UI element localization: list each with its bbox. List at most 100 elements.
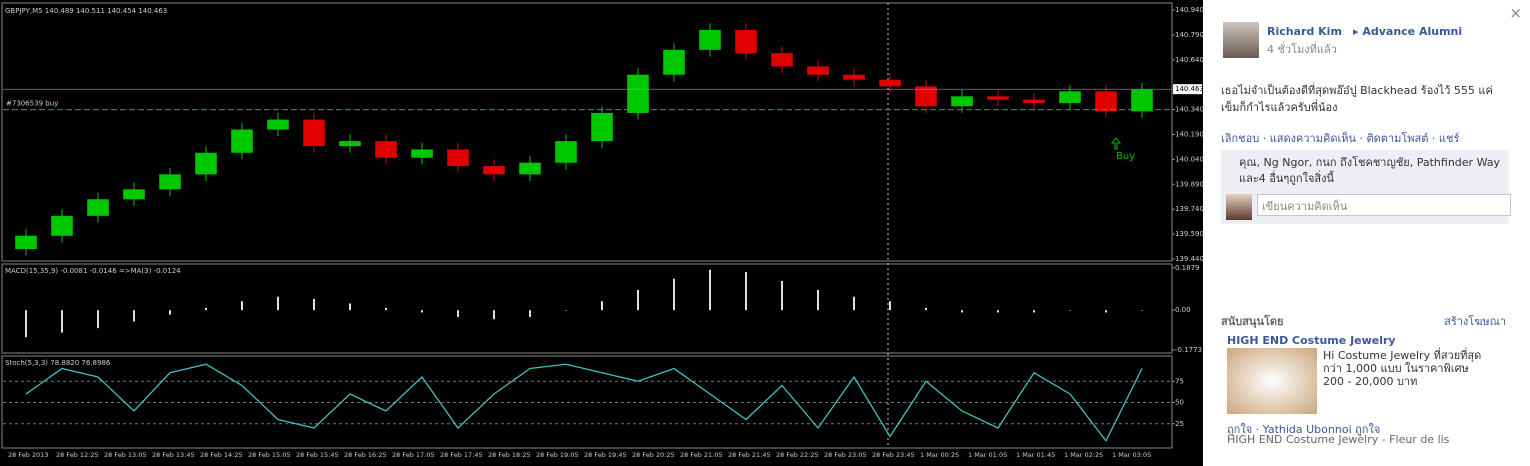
x-tick-label: 1 Mar 01:05 (968, 451, 1007, 459)
macd-bar (205, 307, 207, 311)
chart: GBPJPY,M5 140.489 140.511 140.454 140.46… (0, 0, 1203, 466)
macd-panel (1, 263, 1173, 354)
ad-title[interactable]: HIGH END Costume Jewelry (1227, 334, 1396, 347)
candle (771, 53, 793, 67)
candle (699, 29, 721, 50)
candle (159, 174, 181, 190)
current-price-label: 140.463 (1175, 85, 1203, 93)
candle (15, 235, 37, 250)
candle (555, 141, 577, 163)
candle (231, 129, 253, 153)
ad-like[interactable]: ถูกใจ · Yathida Ubonnoi ถูกใจ (1227, 423, 1381, 436)
comment-input[interactable]: เขียนความคิดเห็น (1257, 194, 1511, 216)
y-tick-label: 75 (1175, 377, 1184, 385)
x-tick-label: 28 Feb 23:05 (824, 451, 867, 459)
candle (411, 149, 433, 158)
stoch-header: Stoch(5,3,3) 78.8820 76.8986 (5, 359, 111, 367)
ad-page: HIGH END Costume Jewelry - Fleur de lis (1227, 433, 1450, 446)
macd-bar (673, 278, 675, 311)
close-button[interactable]: × (1509, 4, 1522, 22)
price-header: GBPJPY,M5 140.489 140.511 140.454 140.46… (5, 7, 167, 15)
x-tick-label: 1 Mar 02:25 (1064, 451, 1103, 459)
candle (843, 74, 865, 80)
y-tick-label: 139.740 (1175, 205, 1203, 213)
buy-arrow (1110, 137, 1122, 150)
y-tick-label: -0.1773 (1175, 346, 1202, 354)
x-tick-label: 1 Mar 03:05 (1112, 451, 1151, 459)
x-tick-label: 28 Feb 17:05 (392, 451, 435, 459)
macd-bar (169, 310, 171, 315)
actions[interactable]: เลิกชอบ · แสดงความคิดเห็น · ติดตามโพสต์ … (1221, 132, 1460, 145)
candle (519, 162, 541, 175)
group[interactable]: ▸ Advance Alumni (1353, 25, 1463, 38)
candle (375, 141, 397, 158)
candle (123, 189, 145, 200)
candle (915, 86, 937, 107)
candle (807, 66, 829, 75)
x-tick-label: 28 Feb 16:25 (344, 451, 387, 459)
candle (951, 96, 973, 107)
macd-bar (1105, 310, 1107, 313)
sponsored: สนับสนุนโดย (1221, 315, 1284, 328)
time: 4 ชั่วโมงที่แล้ว (1267, 43, 1337, 56)
macd-bar (925, 307, 927, 311)
x-tick-label: 28 Feb 14:25 (200, 451, 243, 459)
y-tick-label: 0.00 (1175, 306, 1191, 314)
macd-bar (25, 310, 27, 338)
macd-header: MACD(15,35,9) -0.0081 -0.0146 =>MA(3) -0… (5, 267, 181, 275)
arrow-label: Buy (1116, 151, 1135, 162)
macd-bar (313, 298, 315, 311)
macd-bar (781, 281, 783, 311)
x-tick-label: 28 Feb 23:45 (872, 451, 915, 459)
avatar (1223, 22, 1259, 58)
candle (627, 74, 649, 113)
x-tick-label: 28 Feb 21:05 (680, 451, 723, 459)
macd-bar (1033, 310, 1035, 313)
stoch-line (25, 363, 1143, 442)
x-tick-label: 1 Mar 00:25 (920, 451, 959, 459)
y-tick-label: 140.790 (1175, 31, 1203, 39)
candle (987, 96, 1009, 100)
y-tick-label: 140.640 (1175, 56, 1203, 64)
macd-bar (493, 310, 495, 320)
price-panel (1, 2, 1173, 262)
candle (87, 199, 109, 216)
macd-bar (889, 301, 891, 311)
post-text: เธอไม่จำเป็นต้องดีที่สุดพอ๊อ๋ปู Blackhea… (1221, 84, 1493, 114)
ad-text: Hi Costume Jewelry ที่สวยที่สุดกว่า 1,00… (1323, 349, 1482, 388)
x-tick-label: 28 Feb 15:05 (248, 451, 291, 459)
ad-image[interactable] (1227, 348, 1317, 414)
macd-bar (529, 310, 531, 317)
x-tick-label: 1 Mar 01:45 (1016, 451, 1055, 459)
my-avatar (1226, 194, 1252, 220)
macd-bar (457, 310, 459, 317)
macd-bar (1141, 310, 1143, 311)
candle (1023, 99, 1045, 103)
macd-bar (1069, 310, 1071, 311)
y-tick-label: 0.1879 (1175, 264, 1200, 272)
macd-bar (637, 289, 639, 311)
candle (1131, 89, 1153, 112)
macd-bar (385, 307, 387, 311)
author[interactable]: Richard Kim (1267, 25, 1342, 38)
macd-bar (709, 269, 711, 311)
create-ad[interactable]: สร้างโฆษณา (1444, 315, 1506, 328)
x-tick-label: 28 Feb 12:25 (56, 451, 99, 459)
candle (735, 29, 757, 54)
macd-bar (61, 310, 63, 333)
candle (1059, 91, 1081, 103)
x-tick-label: 28 Feb 2013 (8, 451, 48, 459)
x-tick-label: 28 Feb 15:45 (296, 451, 339, 459)
x-tick-label: 28 Feb 19:05 (536, 451, 579, 459)
candle (591, 112, 613, 142)
macd-bar (421, 310, 423, 313)
candle (663, 49, 685, 75)
macd-bar (565, 310, 567, 311)
candle (879, 79, 901, 87)
macd-bar (133, 310, 135, 322)
macd-bar (97, 310, 99, 329)
macd-bar (817, 289, 819, 311)
candle (195, 152, 217, 175)
y-tick-label: 140.040 (1175, 155, 1203, 163)
